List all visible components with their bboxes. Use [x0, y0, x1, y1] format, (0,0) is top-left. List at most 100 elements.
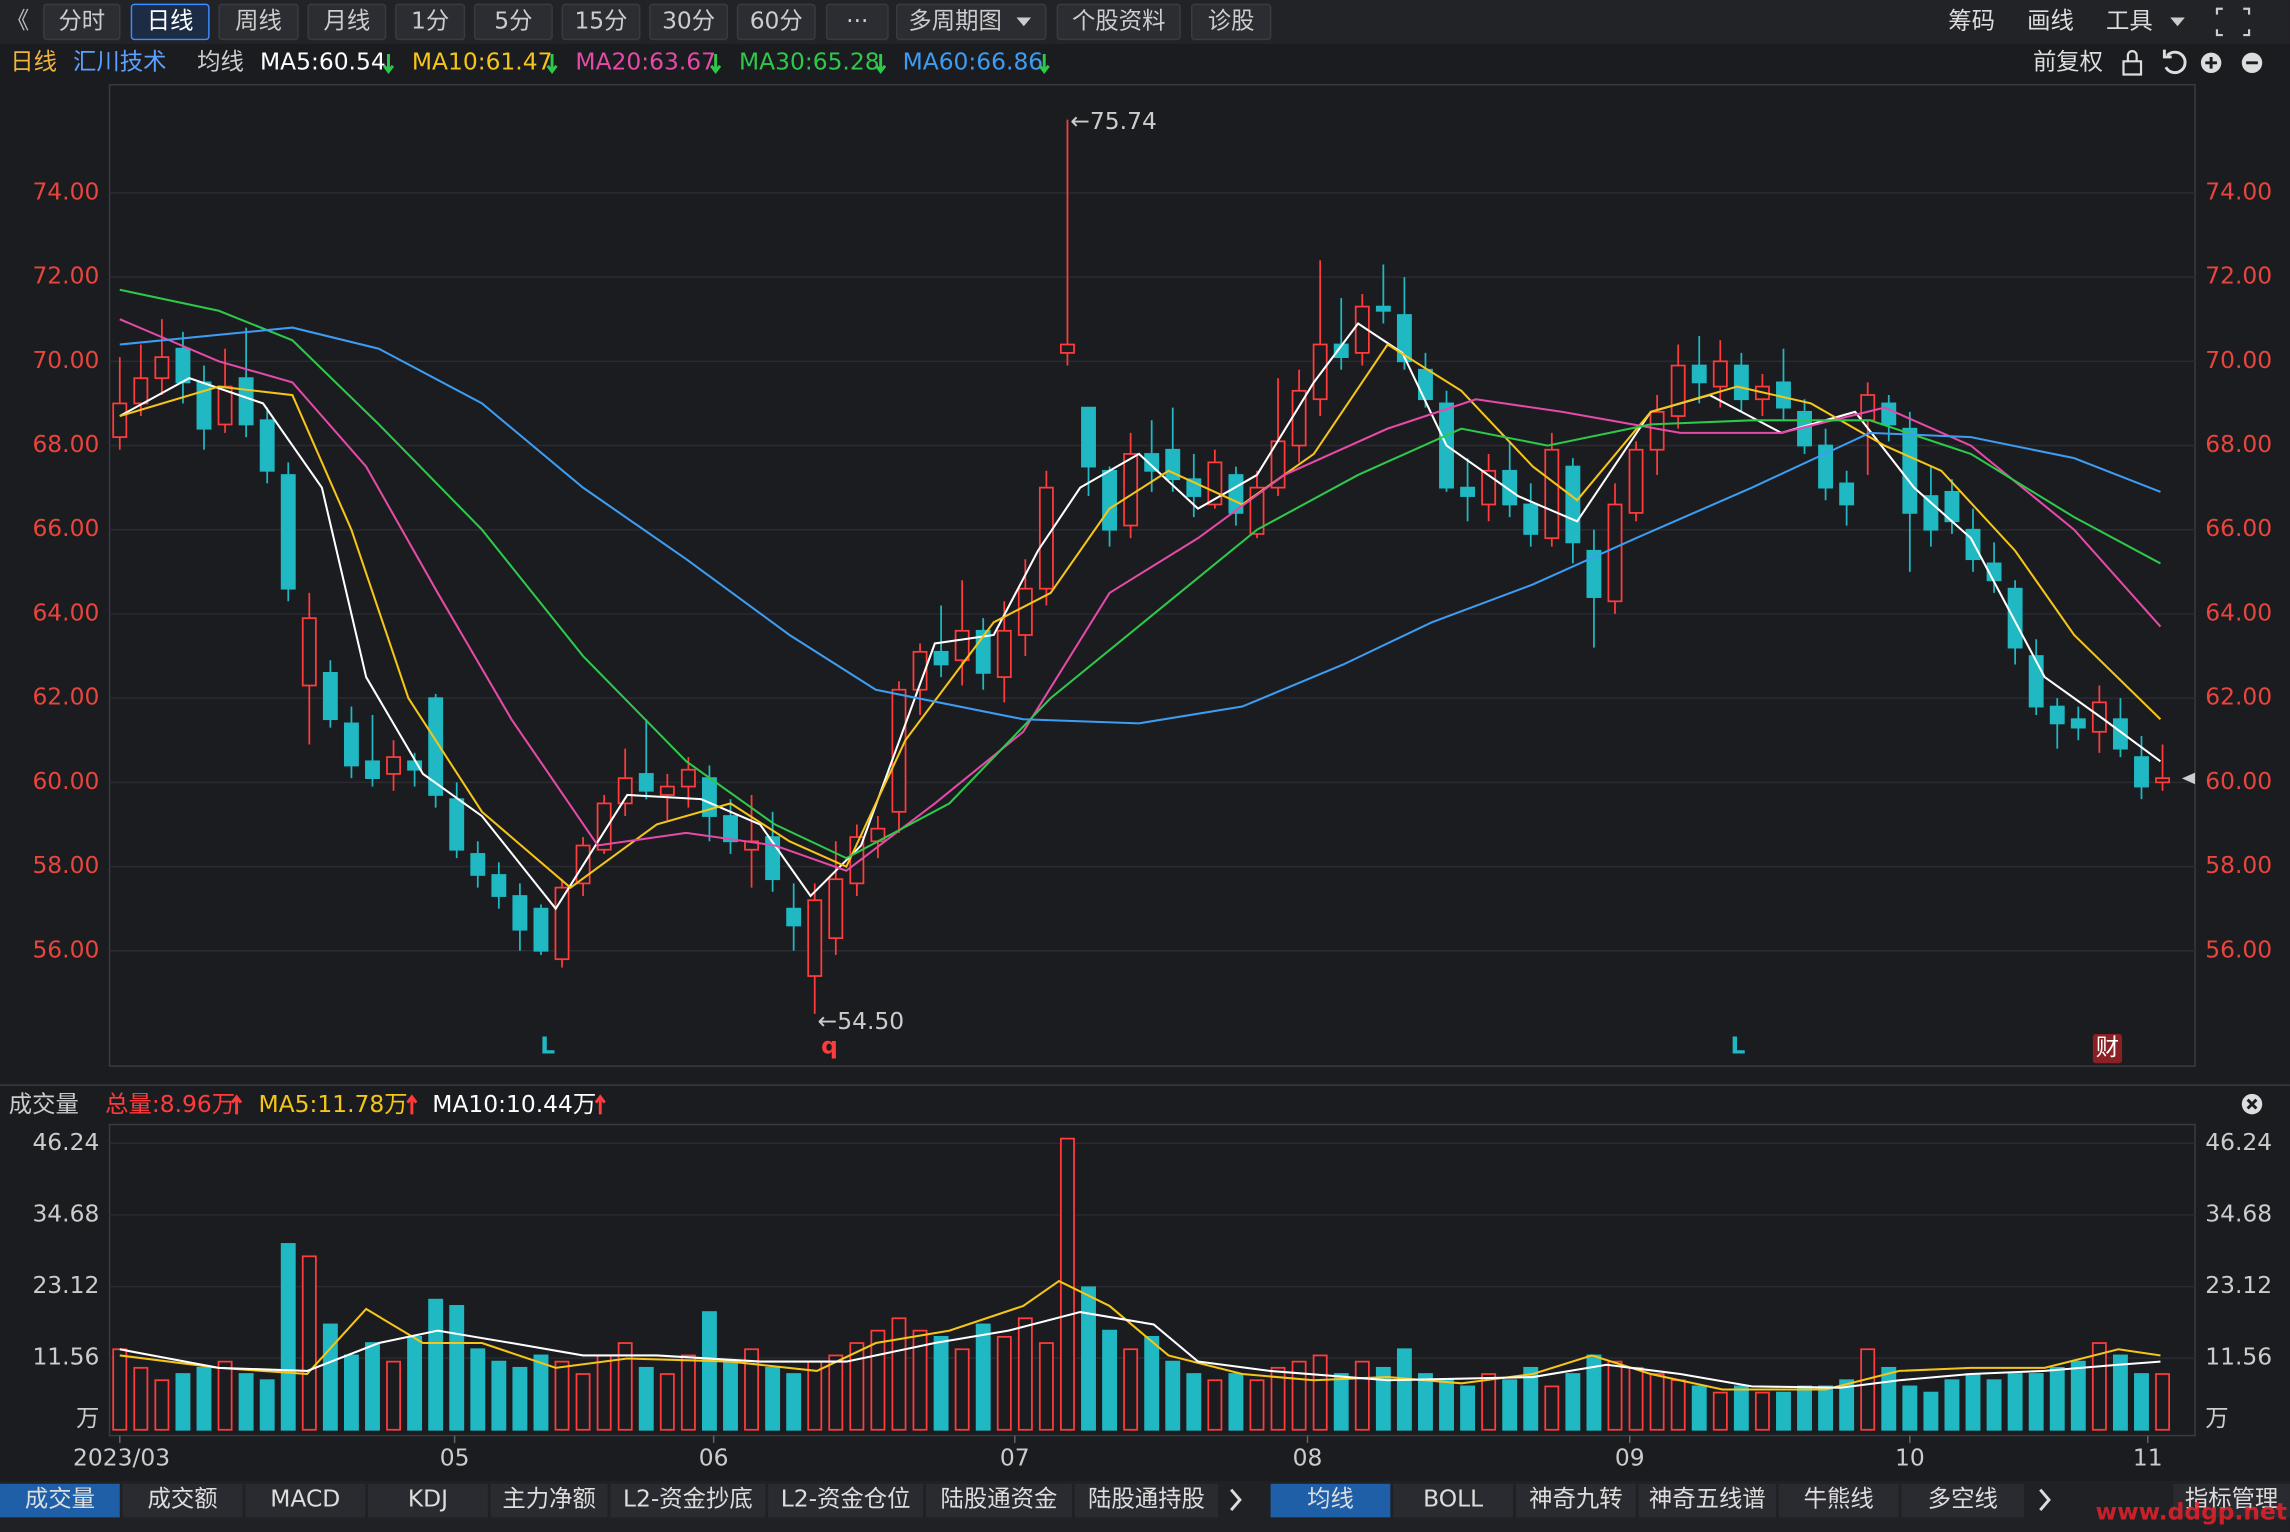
undo-icon[interactable] — [2162, 49, 2187, 75]
candle-body — [1649, 410, 1665, 451]
tab[interactable] — [245, 1483, 366, 1518]
toolbar-button[interactable] — [825, 3, 889, 41]
volume-bar — [1754, 1391, 1770, 1431]
toolbar-label: 60分 — [750, 6, 803, 34]
toolbar-button[interactable] — [395, 3, 466, 41]
y-tick-label: 74.00 — [32, 177, 99, 205]
toolbar-label: 5分 — [494, 6, 532, 34]
volume-bar — [175, 1373, 191, 1431]
volume-bar — [2134, 1373, 2149, 1431]
toolbar-button[interactable] — [649, 3, 729, 41]
candle-body — [428, 697, 444, 796]
toolbar-label: 周线 — [235, 6, 282, 34]
toolbar-button[interactable] — [218, 3, 299, 41]
y-tick-label: 11.56 — [32, 1343, 99, 1371]
tab[interactable] — [0, 1483, 120, 1518]
volume-bar — [1733, 1385, 1749, 1431]
volume-bar — [2155, 1373, 2170, 1431]
tab[interactable] — [1270, 1483, 1391, 1518]
volume-bar — [322, 1323, 338, 1431]
fullscreen-icon[interactable] — [2215, 7, 2251, 37]
tab[interactable] — [1778, 1483, 1899, 1518]
volume-bar — [1544, 1385, 1560, 1431]
candle-body — [1565, 465, 1581, 544]
volume-bar — [470, 1348, 486, 1431]
candle-body — [449, 798, 465, 851]
trend-arrow — [875, 54, 887, 74]
toolbar-button[interactable] — [43, 3, 121, 41]
candle-body — [786, 907, 802, 927]
candle-body — [1102, 469, 1118, 531]
tab[interactable] — [1638, 1483, 1776, 1518]
toolbar-button[interactable] — [307, 3, 387, 41]
tab[interactable] — [610, 1483, 766, 1518]
volume-bar — [1439, 1379, 1454, 1431]
candle-body — [1607, 503, 1623, 603]
candle-body — [322, 672, 338, 721]
volume-ma-value: MA5:11.78万 — [259, 1090, 408, 1118]
candle-body — [112, 402, 128, 438]
volume-bar — [701, 1311, 717, 1431]
y-tick-label-right: 23.12 — [2205, 1271, 2272, 1299]
volume-bar — [1291, 1360, 1307, 1431]
toolbar-label: 个股资料 — [1072, 6, 1165, 34]
tab-scroll[interactable] — [2039, 1488, 2051, 1512]
back-button[interactable]: 《 — [6, 6, 29, 34]
toolbar-right[interactable]: 画线 — [2027, 6, 2074, 34]
candle-body — [1375, 305, 1391, 312]
adjust-label[interactable]: 前复权 — [2033, 47, 2103, 75]
toolbar-label: 诊股 — [1208, 6, 1255, 34]
tab-scroll[interactable] — [1230, 1488, 1242, 1512]
toolbar-right[interactable]: 工具 — [2106, 6, 2153, 34]
tab-label: 主力净额 — [502, 1484, 595, 1512]
tab[interactable] — [490, 1483, 608, 1518]
volume-bar — [2049, 1366, 2065, 1431]
toolbar-button[interactable] — [561, 3, 641, 41]
y-tick-label: 64.00 — [32, 598, 99, 626]
volume-bar — [133, 1366, 149, 1431]
tab[interactable] — [1515, 1483, 1636, 1518]
x-tick-label: 09 — [1615, 1443, 1645, 1471]
volume-bar — [554, 1360, 570, 1431]
toolbar-button[interactable] — [895, 3, 1047, 41]
volume-bar — [744, 1348, 760, 1431]
candle-body — [1902, 427, 1918, 514]
tab[interactable] — [925, 1483, 1072, 1518]
tab[interactable] — [2173, 1483, 2290, 1518]
candle-body — [1923, 495, 1939, 531]
volume-bar — [680, 1354, 696, 1431]
toolbar-right[interactable]: 筹码 — [1948, 6, 1995, 34]
last-price-pointer — [2181, 772, 2196, 785]
volume-bar — [1270, 1366, 1286, 1431]
toolbar-button[interactable] — [1056, 3, 1181, 41]
toolbar-label: 分时 — [58, 6, 105, 34]
candle-body — [1249, 486, 1265, 535]
candle-body — [933, 650, 949, 666]
y-tick-label-right: 60.00 — [2205, 767, 2272, 795]
ma-line — [119, 1279, 2161, 1391]
volume-frame — [108, 1123, 2196, 1437]
tab[interactable] — [768, 1483, 924, 1518]
toolbar-button[interactable] — [736, 3, 816, 41]
tab[interactable] — [122, 1483, 243, 1518]
unit-label: 万 — [76, 1404, 99, 1432]
tab[interactable] — [368, 1483, 488, 1518]
tab[interactable] — [1901, 1483, 2025, 1518]
volume-bar — [491, 1360, 507, 1431]
candle-body — [2028, 655, 2044, 708]
candle-body — [2049, 705, 2065, 725]
volume-bar — [2091, 1342, 2107, 1431]
finance-badge[interactable] — [2092, 1033, 2123, 1064]
volume-bar — [891, 1317, 907, 1431]
volume-bar — [1123, 1348, 1139, 1431]
tab[interactable] — [1393, 1483, 1514, 1518]
tab[interactable] — [1074, 1483, 1219, 1518]
volume-bar — [1460, 1385, 1476, 1431]
toolbar-label: 15分 — [574, 6, 627, 34]
toolbar-button[interactable] — [473, 3, 553, 41]
candle-body — [2007, 587, 2023, 649]
toolbar-button[interactable] — [1191, 3, 1272, 41]
volume-bar — [1797, 1385, 1812, 1431]
candle-body — [1017, 587, 1033, 636]
toolbar-button[interactable] — [130, 3, 210, 41]
